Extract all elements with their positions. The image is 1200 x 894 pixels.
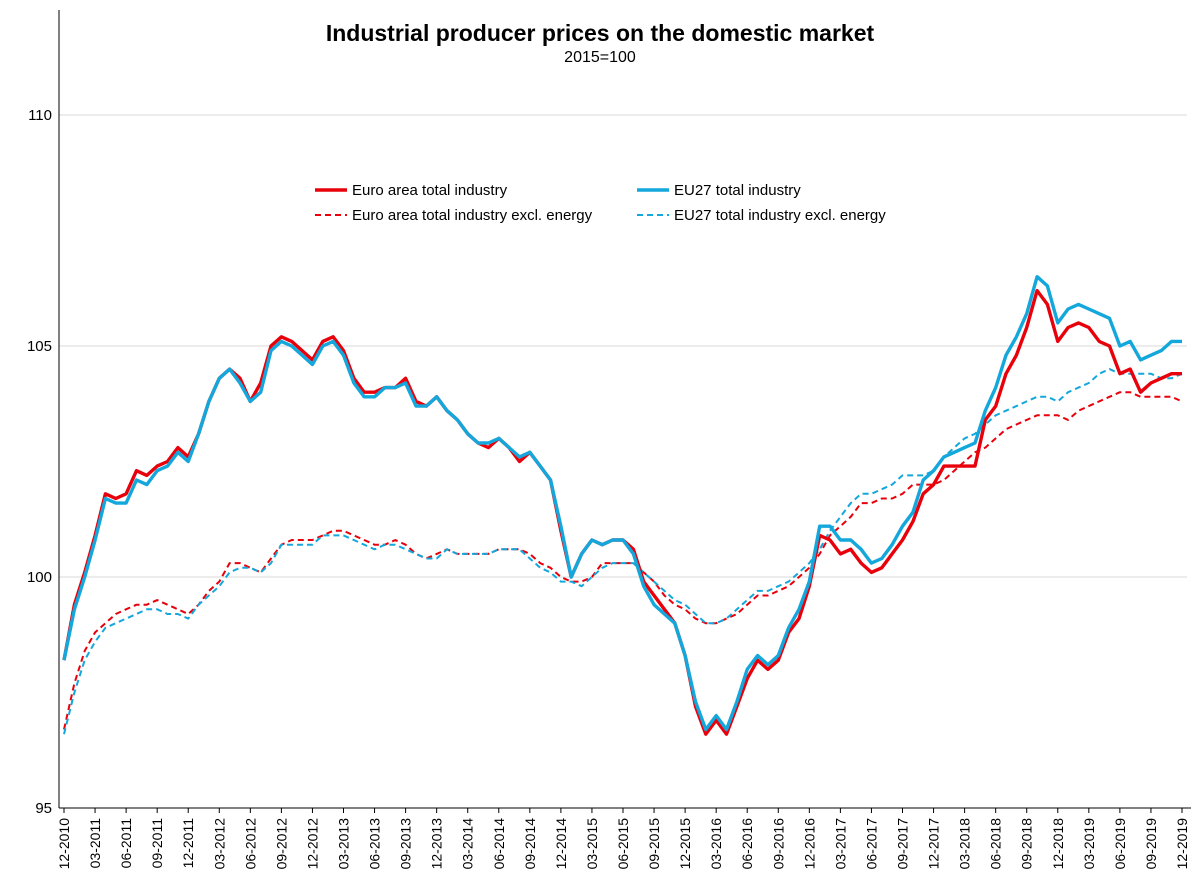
x-tick-label: 12-2012 xyxy=(304,818,320,870)
legend-label: Euro area total industry excl. energy xyxy=(352,207,593,224)
x-tick-label: 12-2017 xyxy=(926,818,942,870)
x-tick-label: 09-2012 xyxy=(273,818,289,870)
x-tick-label: 03-2015 xyxy=(584,818,600,870)
x-tick-label: 06-2017 xyxy=(863,818,879,870)
x-tick-label: 06-2013 xyxy=(367,818,383,870)
x-tick-label: 12-2018 xyxy=(1050,818,1066,870)
x-tick-label: 06-2019 xyxy=(1112,818,1128,870)
legend-label: Euro area total industry xyxy=(352,182,508,199)
x-tick-label: 03-2018 xyxy=(957,818,973,870)
x-tick-label: 03-2016 xyxy=(708,818,724,870)
series-line-3 xyxy=(63,391,1183,730)
series-line-4 xyxy=(63,368,1183,735)
x-tick-label: 03-2012 xyxy=(211,818,227,870)
x-tick-label: 09-2016 xyxy=(770,818,786,870)
x-tick-label: 03-2019 xyxy=(1081,818,1097,870)
x-tick-label: 09-2014 xyxy=(522,818,538,870)
x-tick-label: 06-2011 xyxy=(118,818,134,869)
x-tick-label: 12-2019 xyxy=(1174,818,1190,870)
x-tick-label: 09-2011 xyxy=(149,818,165,869)
x-tick-label: 12-2010 xyxy=(56,818,72,870)
legend-label: EU27 total industry excl. energy xyxy=(674,207,886,224)
series-line-2 xyxy=(62,275,1182,732)
x-tick-label: 12-2013 xyxy=(429,818,445,870)
x-tick-label: 09-2017 xyxy=(895,818,911,870)
x-tick-label: 12-2011 xyxy=(180,818,196,869)
x-tick-label: 03-2017 xyxy=(832,818,848,870)
x-tick-label: 09-2013 xyxy=(398,818,414,870)
x-tick-label: 06-2015 xyxy=(615,818,631,870)
x-tick-label: 06-2012 xyxy=(242,818,258,870)
x-tick-label: 06-2018 xyxy=(988,818,1004,870)
x-tick-label: 03-2013 xyxy=(336,818,352,870)
y-tick-label: 110 xyxy=(28,107,52,124)
y-tick-label: 105 xyxy=(27,338,52,355)
x-tick-label: 09-2019 xyxy=(1143,818,1159,870)
x-tick-label: 09-2015 xyxy=(646,818,662,870)
y-tick-label: 95 xyxy=(35,800,52,817)
x-tick-label: 12-2014 xyxy=(553,818,569,870)
series-line-1 xyxy=(62,288,1182,736)
x-tick-label: 12-2016 xyxy=(801,818,817,870)
chart-subtitle: 2015=100 xyxy=(564,49,636,66)
x-tick-label: 06-2014 xyxy=(491,818,507,870)
x-tick-label: 09-2018 xyxy=(1019,818,1035,870)
legend-label: EU27 total industry xyxy=(674,182,801,199)
x-tick-label: 12-2015 xyxy=(677,818,693,870)
x-tick-label: 06-2016 xyxy=(739,818,755,870)
x-tick-label: 03-2011 xyxy=(87,818,103,869)
chart-title: Industrial producer prices on the domest… xyxy=(325,20,875,46)
x-tick-label: 03-2014 xyxy=(460,818,476,870)
y-tick-label: 100 xyxy=(27,569,52,586)
